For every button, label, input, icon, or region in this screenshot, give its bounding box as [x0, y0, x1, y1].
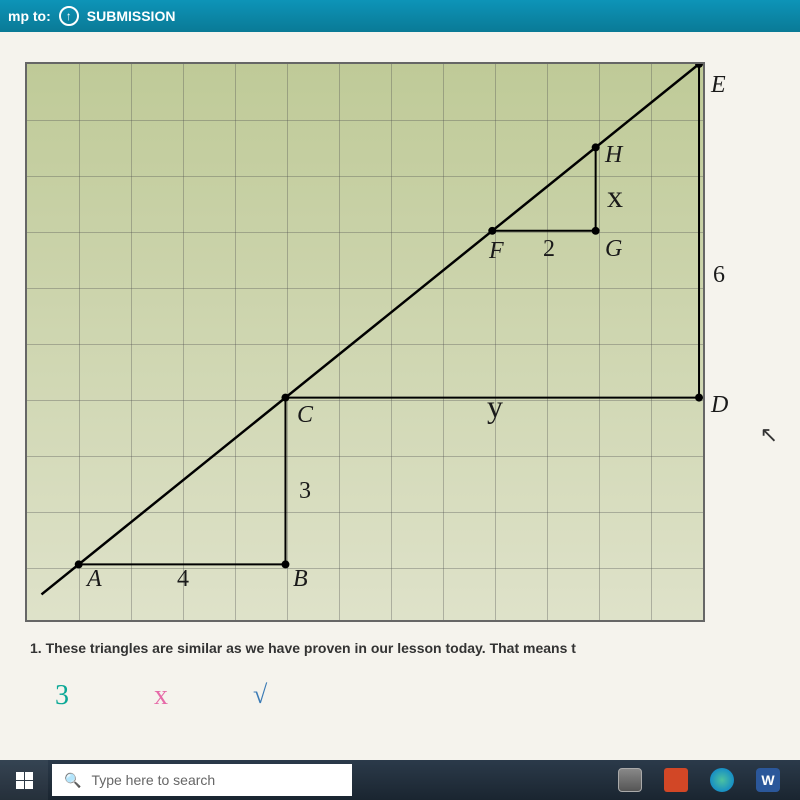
search-placeholder: Type here to search: [91, 772, 215, 788]
submission-label[interactable]: SUBMISSION: [87, 8, 176, 24]
diagram-svg: [27, 64, 703, 620]
windows-icon: [16, 772, 33, 789]
word-icon[interactable]: W: [756, 768, 780, 792]
work-3: 3: [55, 680, 69, 712]
cursor-icon: ↖: [760, 422, 778, 448]
work-x: x: [154, 680, 168, 712]
search-icon: 🔍: [64, 772, 81, 789]
taskbar-icons: W: [618, 768, 800, 792]
windows-taskbar: 🔍 Type here to search W: [0, 760, 800, 800]
powerpoint-icon[interactable]: [664, 768, 688, 792]
jump-to-label: mp to:: [8, 8, 51, 24]
top-nav-bar: mp to: ↑ SUBMISSION: [0, 0, 800, 32]
task-view-icon[interactable]: [618, 768, 642, 792]
handwritten-work: 3 x √: [55, 680, 267, 712]
edge-icon[interactable]: [710, 768, 734, 792]
content-area: ABCDEFGH4326xy 1. These triangles are si…: [0, 32, 800, 760]
start-button[interactable]: [0, 760, 48, 800]
geometry-grid: ABCDEFGH4326xy: [25, 62, 705, 622]
upload-icon[interactable]: ↑: [59, 6, 79, 26]
taskbar-search[interactable]: 🔍 Type here to search: [52, 764, 352, 796]
question-text: 1. These triangles are similar as we hav…: [30, 640, 780, 656]
work-check: √: [253, 680, 267, 712]
